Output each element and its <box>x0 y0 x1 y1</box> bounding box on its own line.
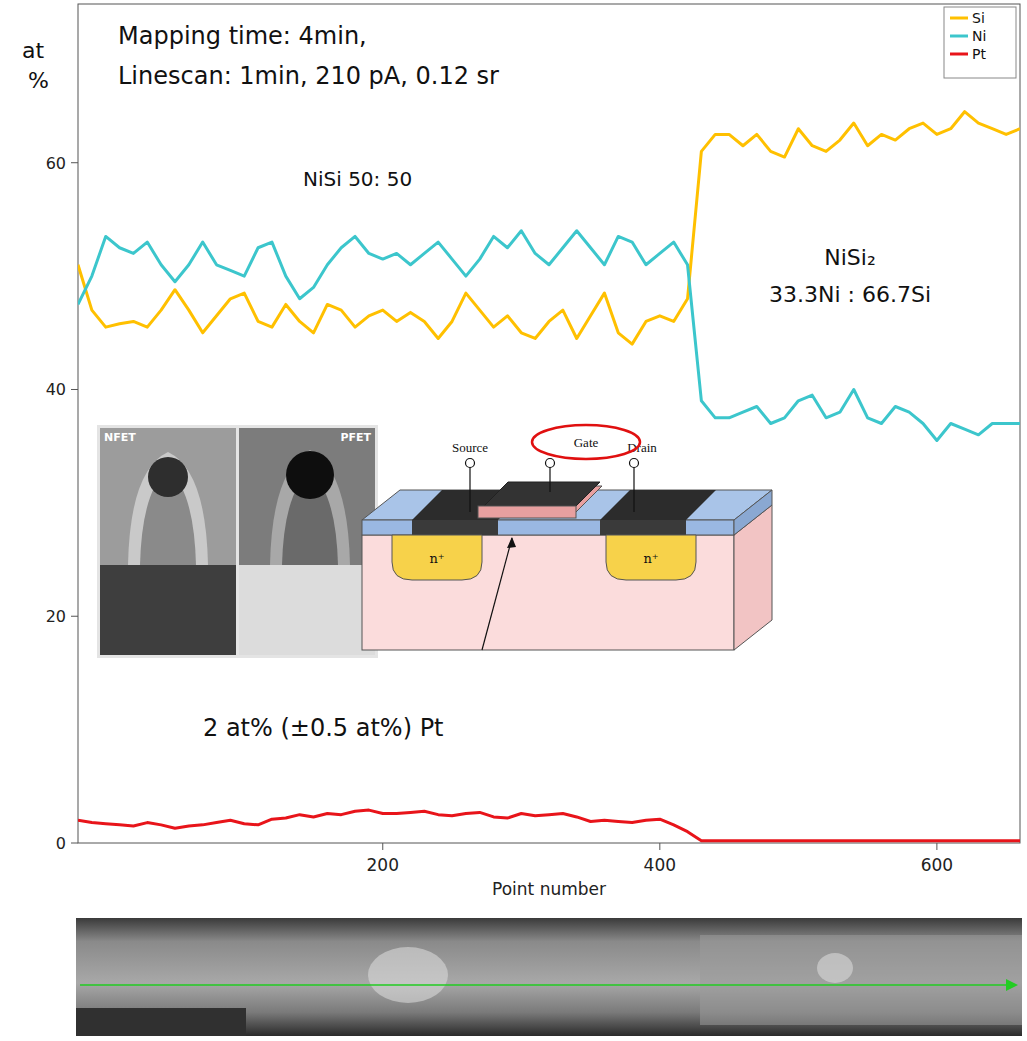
pfet-spacer <box>270 450 350 565</box>
y-tick <box>71 843 78 844</box>
x-tick <box>659 843 660 850</box>
y-tick-label: 20 <box>46 607 66 626</box>
annotation: NiSi 50: 50 <box>303 167 412 191</box>
chart: 0 20 40 60 200 400 600 Point number at% Si Ni Pt Map… <box>0 0 1027 1041</box>
drain-well <box>606 535 696 580</box>
series-line <box>78 810 1020 841</box>
series-group <box>78 112 1020 841</box>
y-tick-label: 0 <box>56 834 66 853</box>
micrograph-label: PFET <box>340 431 371 444</box>
x-tick <box>936 843 937 850</box>
label-patch <box>765 280 935 309</box>
tem-grain <box>368 947 448 1003</box>
annotation: 33.3Ni : 66.7Si <box>769 282 931 307</box>
nfet-panel <box>100 428 236 655</box>
legend-swatch <box>950 53 968 56</box>
legend-label: Pt <box>972 46 986 62</box>
tem-grain <box>817 953 853 983</box>
micrograph-inset: NFET PFET <box>97 425 378 658</box>
legend-label: Si <box>972 10 985 26</box>
tem-dark-corner <box>76 1008 246 1036</box>
inset-border <box>97 425 378 658</box>
terminal-lead <box>549 467 550 492</box>
device-diagram: n⁺ n⁺ Source Gate Drain <box>362 425 772 650</box>
x-axis-title: Point number <box>492 879 606 899</box>
nfet-spacer <box>128 452 208 565</box>
background <box>0 0 1027 1041</box>
terminal-pin <box>630 459 639 468</box>
pfet-gate <box>286 451 334 499</box>
terminal-label: Gate <box>574 435 599 450</box>
oxide-side <box>734 490 772 535</box>
drain-contact <box>600 490 716 520</box>
linescan-path <box>80 984 1010 986</box>
x-tick-label: 600 <box>921 855 953 875</box>
terminal-label: Source <box>452 440 488 455</box>
plot-frame <box>78 4 1020 843</box>
x-tick <box>382 843 383 850</box>
tem-strip <box>76 918 1022 1036</box>
x-tick-label: 200 <box>367 855 399 875</box>
nfet-substrate <box>100 565 236 655</box>
annotation: NiSi₂ <box>824 245 875 270</box>
substrate-front <box>362 535 734 650</box>
doping-label: n⁺ <box>429 551 444 566</box>
gate-electrode <box>484 482 600 506</box>
pointer-line <box>482 538 512 650</box>
drain-contact-front <box>600 520 686 535</box>
source-contact-front <box>412 520 498 535</box>
gate-highlight <box>532 425 640 459</box>
y-axis-title: at% <box>22 38 49 93</box>
annotation: Mapping time: 4min, <box>118 22 367 50</box>
oxide-front <box>362 520 734 535</box>
terminal-lead <box>469 467 470 512</box>
terminal-label: Drain <box>627 440 657 455</box>
legend: Si Ni Pt <box>944 7 1016 78</box>
gate-oxide-front <box>478 506 576 518</box>
tem-region <box>700 935 1022 1025</box>
doping-label: n⁺ <box>643 551 658 566</box>
terminal-pin <box>466 459 475 468</box>
nfet-gate <box>148 457 188 497</box>
legend-swatch <box>950 17 968 20</box>
x-tick-label: 400 <box>644 855 676 875</box>
tem-image <box>76 918 1022 1036</box>
y-tick <box>71 162 78 163</box>
annotation: 2 at% (±0.5 at%) Pt <box>203 714 444 742</box>
label-patch <box>820 243 879 272</box>
y-tick <box>71 389 78 390</box>
y-axis-title-part: at <box>22 38 44 63</box>
annotation: Linescan: 1min, 210 pA, 0.12 sr <box>118 62 499 90</box>
legend-swatch <box>950 35 968 38</box>
pointer-head <box>507 537 516 548</box>
y-tick-label: 60 <box>46 154 66 173</box>
micrograph-label: NFET <box>104 431 136 444</box>
y-tick-label: 40 <box>46 380 66 399</box>
linescan-arrow <box>1006 979 1018 991</box>
source-well <box>392 535 482 580</box>
y-axis-title-part: % <box>28 68 49 93</box>
legend-box <box>944 7 1016 78</box>
terminal-pin <box>546 459 555 468</box>
series-line <box>78 231 1020 441</box>
pfet-substrate <box>239 565 375 655</box>
y-tick <box>71 616 78 617</box>
series-line <box>78 112 1020 344</box>
terminal-lead <box>633 467 634 512</box>
legend-label: Ni <box>972 28 986 44</box>
pfet-panel <box>239 428 375 655</box>
